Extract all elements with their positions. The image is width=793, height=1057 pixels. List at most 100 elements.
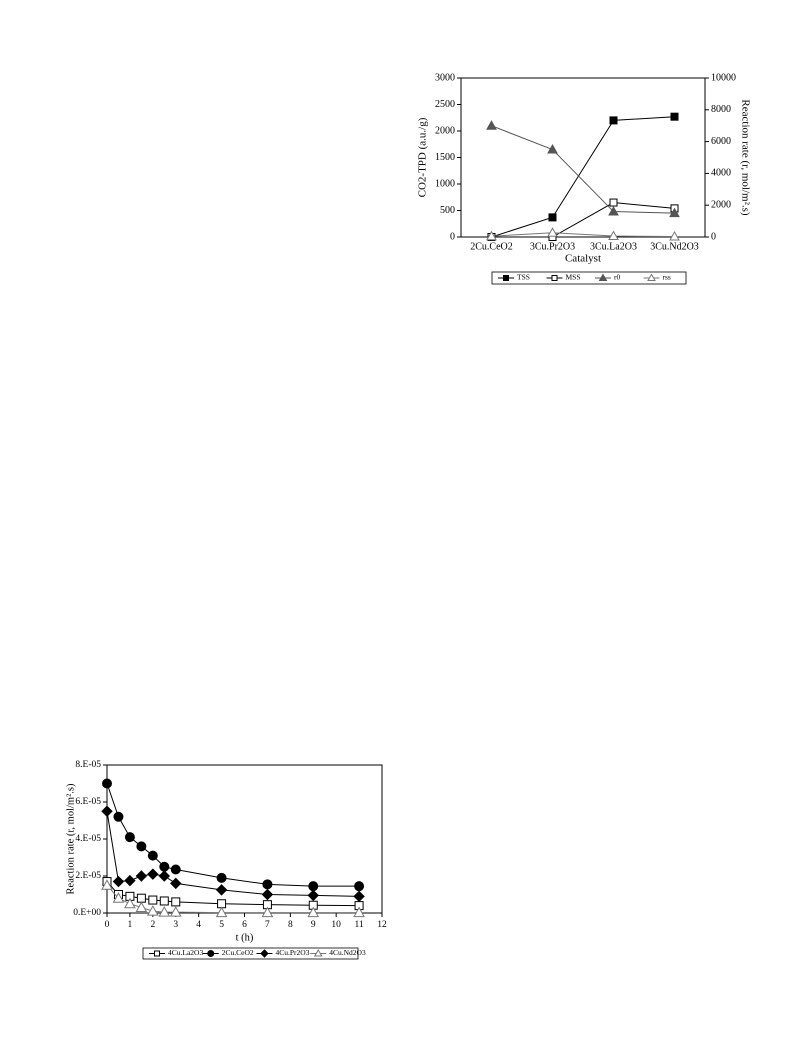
x-tick-label: 4 [196, 920, 201, 930]
marker [170, 877, 182, 890]
marker [598, 273, 608, 281]
marker [124, 874, 136, 887]
marker [112, 875, 125, 888]
marker [124, 897, 136, 909]
y-tick-label: 1500 [435, 152, 455, 163]
marker [313, 949, 323, 957]
x-tick-label: 7 [265, 920, 270, 930]
x-tick-label: 2 [150, 920, 155, 930]
marker [647, 273, 656, 281]
x-tick-label: 12 [377, 920, 387, 930]
legend-label: 2Cu.CeO2 [222, 948, 254, 957]
marker [353, 906, 365, 918]
y2-axis-label: Reaction rate (r, mol/m².s) [739, 99, 751, 216]
legend-label: MSS [566, 273, 581, 282]
marker [307, 889, 319, 902]
marker [486, 120, 497, 130]
y2-tick-label: 4000 [711, 168, 731, 179]
y-tick-label: 500 [440, 205, 455, 216]
marker [102, 778, 112, 789]
x-tick-label: 0 [105, 920, 110, 930]
marker [608, 206, 619, 216]
marker [154, 950, 160, 957]
marker [170, 864, 181, 875]
x-tick-label: 3Cu.Nd2O3 [650, 241, 699, 252]
marker [670, 112, 679, 121]
y2-tick-label: 2000 [711, 199, 731, 210]
marker [217, 899, 227, 909]
marker [261, 888, 274, 901]
plot-frame [106, 764, 383, 914]
marker [261, 906, 274, 918]
marker [215, 884, 228, 896]
y-tick-label: 0.E+00 [73, 908, 101, 918]
y2-tick-label: 0 [711, 231, 716, 242]
y2-tick-label: 10000 [711, 72, 736, 83]
legend-label: 4Cu.La2O3 [168, 948, 203, 957]
y-tick-label: 2000 [435, 125, 455, 136]
x-tick-label: 1 [128, 920, 133, 930]
series-line [491, 116, 675, 238]
x-tick-label: 6 [242, 920, 247, 930]
y-tick-label: 3000 [435, 72, 455, 83]
marker [548, 213, 557, 222]
marker [169, 906, 182, 917]
marker [503, 275, 509, 281]
legend-box [491, 271, 687, 285]
marker [669, 207, 680, 218]
x-tick-label: 2Cu.CeO2 [470, 241, 513, 252]
legend-box [142, 947, 359, 960]
y-tick-label: 0 [450, 231, 455, 242]
marker [146, 905, 159, 916]
legend-label: r0 [614, 273, 620, 282]
x-tick-label: 9 [311, 920, 316, 930]
x-tick-label: 10 [331, 920, 341, 930]
marker [159, 861, 170, 872]
y-axis-label: CO2-TPD (a.u./g) [417, 117, 429, 197]
y-tick-label: 1000 [435, 178, 455, 189]
marker [101, 879, 113, 890]
y-tick-label: 6.E-05 [75, 797, 101, 807]
marker [547, 144, 558, 154]
y-tick-label: 2.E-05 [75, 871, 101, 881]
marker [354, 881, 365, 892]
marker [136, 893, 146, 903]
marker [216, 872, 227, 883]
marker [113, 811, 124, 822]
marker [353, 890, 365, 903]
marker [124, 832, 135, 843]
legend-label: rss [663, 273, 671, 282]
y-tick-label: 8.E-05 [75, 760, 101, 770]
marker [207, 950, 215, 957]
marker [171, 897, 181, 907]
marker [147, 868, 159, 880]
series-line [491, 125, 675, 214]
marker [158, 870, 170, 882]
marker [260, 949, 269, 958]
x-axis-label: Catalyst [565, 253, 601, 265]
marker [609, 116, 618, 125]
x-tick-label: 8 [288, 920, 293, 930]
y2-tick-label: 6000 [711, 136, 731, 147]
y-tick-label: 4.E-05 [75, 834, 101, 844]
marker [486, 230, 497, 241]
series-line [106, 811, 360, 897]
marker [669, 231, 680, 241]
series-line [106, 783, 360, 887]
marker [101, 805, 113, 817]
y2-tick-label: 8000 [711, 104, 731, 115]
marker [147, 850, 158, 861]
marker [215, 906, 228, 918]
legend-label: TSS [517, 273, 530, 282]
marker [609, 198, 618, 207]
legend-label: 4Cu.Nd2O3 [329, 948, 366, 957]
y-axis-label: Reaction rate (r, mol/m².s) [65, 783, 76, 894]
marker [307, 906, 320, 918]
x-axis-label: t (h) [236, 932, 254, 943]
marker [135, 870, 148, 882]
series-line [491, 202, 675, 238]
x-tick-label: 3Cu.Pr2O3 [530, 241, 575, 252]
marker [159, 896, 169, 906]
